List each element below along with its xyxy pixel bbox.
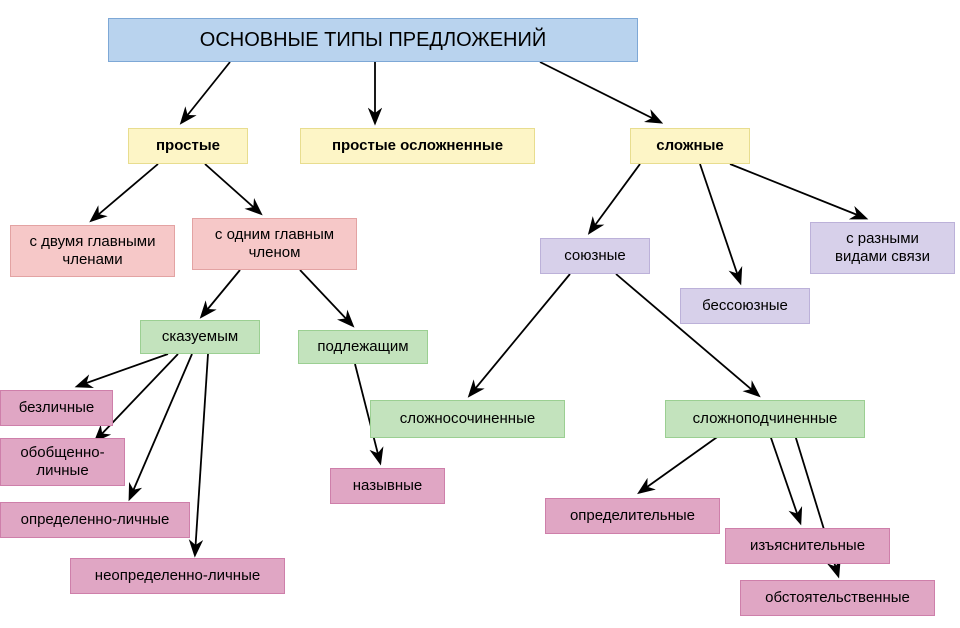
node-comp_coord: сложносочиненные xyxy=(370,400,565,438)
node-adv: обстоятельственные xyxy=(740,580,935,616)
edge xyxy=(470,274,570,395)
node-simple_comp: простые осложненные xyxy=(300,128,535,164)
edge xyxy=(78,354,168,386)
edge xyxy=(590,164,640,232)
node-indef: неопределенно-личные xyxy=(70,558,285,594)
node-mixed: с разными видами связи xyxy=(810,222,955,274)
node-impers: безличные xyxy=(0,390,113,426)
edge xyxy=(205,164,260,213)
edge xyxy=(92,164,158,220)
node-nom: назывные xyxy=(330,468,445,504)
node-comp_sub: сложноподчиненные xyxy=(665,400,865,438)
edge xyxy=(300,270,352,325)
node-complex: сложные xyxy=(630,128,750,164)
edge xyxy=(700,164,740,282)
edge xyxy=(130,354,192,498)
node-conj: союзные xyxy=(540,238,650,274)
diagram-canvas: ОСНОВНЫЕ ТИПЫ ПРЕДЛОЖЕНИЙ простые простые … xyxy=(0,0,960,628)
node-root: ОСНОВНЫЕ ТИПЫ ПРЕДЛОЖЕНИЙ xyxy=(108,18,638,62)
node-two_main: с двумя главными членами xyxy=(10,225,175,277)
edge xyxy=(195,354,208,554)
node-attr: определительные xyxy=(545,498,720,534)
edge xyxy=(540,62,660,122)
node-gen: обобщенно-личные xyxy=(0,438,125,486)
node-simple: простые xyxy=(128,128,248,164)
node-one_main: с одним главным членом xyxy=(192,218,357,270)
edge xyxy=(182,62,230,122)
node-obj: изъяснительные xyxy=(725,528,890,564)
edge xyxy=(640,435,720,492)
node-noconj: бессоюзные xyxy=(680,288,810,324)
edge xyxy=(770,435,800,522)
node-pred: сказуемым xyxy=(140,320,260,354)
edge xyxy=(730,164,865,218)
edge xyxy=(202,270,240,316)
node-subj: подлежащим xyxy=(298,330,428,364)
node-def: определенно-личные xyxy=(0,502,190,538)
